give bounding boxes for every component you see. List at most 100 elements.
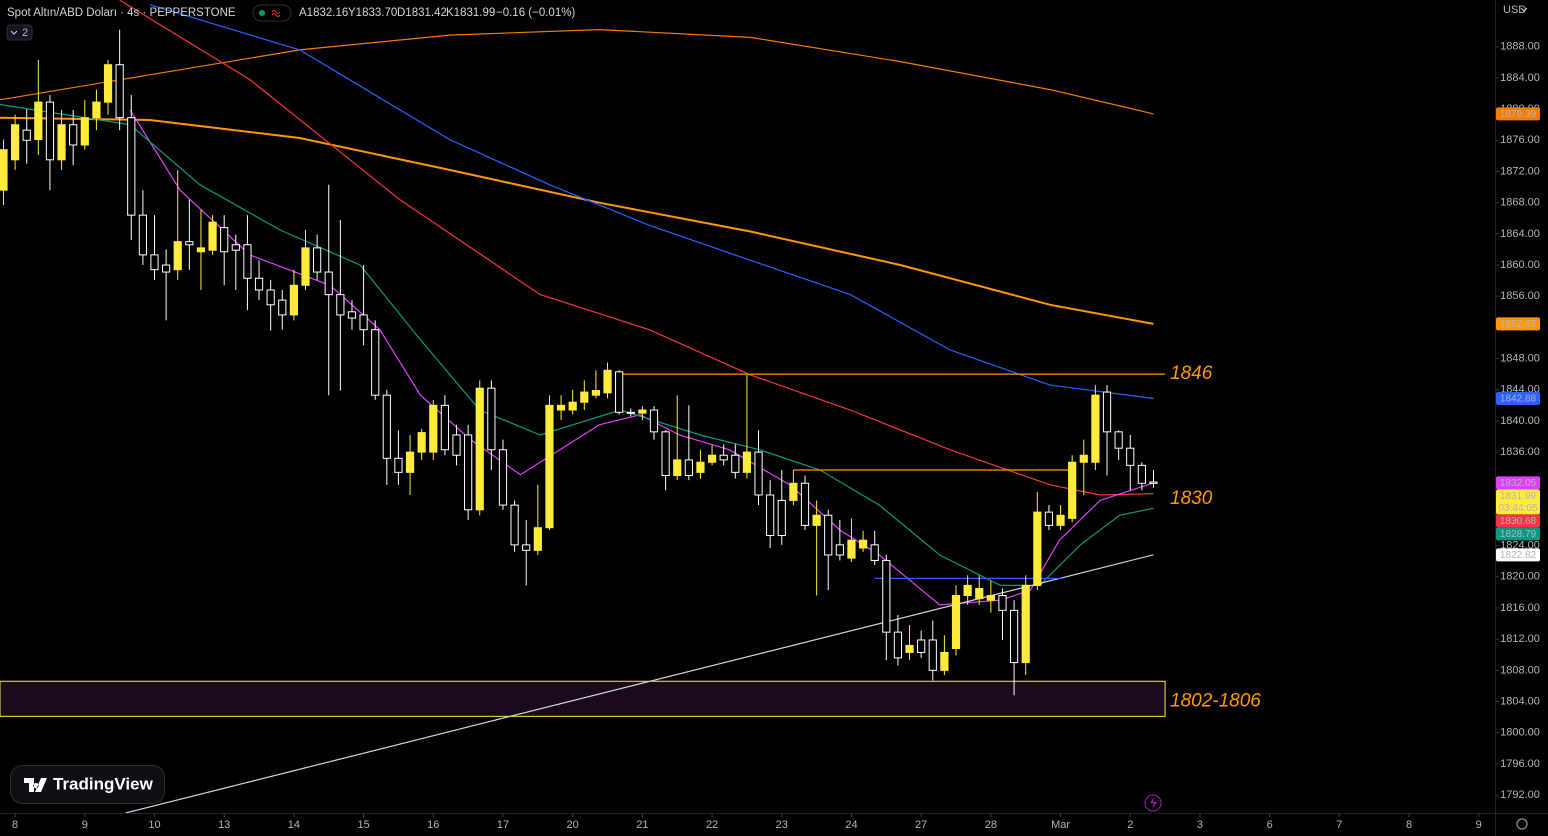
- price-tag: [1496, 317, 1540, 331]
- flash-icon[interactable]: [1144, 794, 1162, 812]
- watermark[interactable]: TradingView: [10, 765, 165, 804]
- candle-body: [1021, 584, 1030, 664]
- candle-body: [673, 459, 682, 476]
- price-tag: [1496, 548, 1540, 562]
- price-tag-label: 1832.05: [1500, 478, 1537, 489]
- candle-body: [847, 539, 856, 559]
- y-tick-label: 1876.00: [1500, 134, 1540, 146]
- candle-body: [429, 404, 438, 453]
- candle-body: [371, 329, 380, 396]
- x-tick-label: 9: [1476, 819, 1482, 831]
- countdown: 03:44:05: [1499, 503, 1538, 514]
- y-tick-label: 1860.00: [1500, 259, 1540, 271]
- watermark-box[interactable]: [10, 765, 165, 804]
- candle-body: [80, 117, 89, 146]
- candle-body: [45, 101, 55, 161]
- candle-body: [92, 101, 101, 119]
- y-tick-label: 1816.00: [1500, 602, 1540, 614]
- candle-body: [382, 394, 391, 459]
- x-tick-label: 2: [1127, 819, 1133, 831]
- x-tick-label: 24: [845, 819, 857, 831]
- candle-body: [545, 404, 554, 529]
- candle-body: [336, 294, 345, 316]
- candle-body: [498, 449, 508, 506]
- candle-body: [638, 409, 647, 414]
- y-tick-label: 1812.00: [1500, 633, 1540, 645]
- candle-body: [568, 401, 577, 411]
- candle-body: [522, 544, 531, 551]
- price-tag-label: 1831.99: [1500, 491, 1537, 502]
- x-tick-label: 21: [636, 819, 648, 831]
- candle-body: [917, 639, 926, 653]
- x-tick-label: 7: [1336, 819, 1342, 831]
- status-icon: [271, 10, 281, 17]
- indicator-count: 2: [22, 27, 28, 39]
- x-tick-label: 14: [288, 819, 300, 831]
- candle-body: [1056, 514, 1065, 526]
- price-tag: [1496, 514, 1540, 528]
- candle-body: [301, 247, 310, 286]
- annotation: 1802-1806: [1170, 691, 1261, 712]
- settings-icon[interactable]: [1516, 818, 1528, 830]
- annotation: 1830: [1170, 488, 1213, 509]
- status-pill: [252, 4, 292, 22]
- legend-close: K1831.99: [446, 7, 495, 19]
- candle-body: [11, 124, 20, 161]
- candle-body: [417, 432, 426, 453]
- x-tick-label: 16: [427, 819, 439, 831]
- indicator-badge[interactable]: [6, 24, 33, 41]
- x-tick-label: 23: [776, 819, 788, 831]
- candle-body: [940, 651, 949, 671]
- candle-body: [0, 149, 8, 191]
- candle-body: [754, 451, 763, 496]
- candle-body: [882, 559, 891, 633]
- candle-body: [789, 482, 798, 501]
- candle-body: [162, 264, 171, 273]
- candle-body: [196, 247, 206, 253]
- y-tick-label: 1804.00: [1500, 695, 1540, 707]
- candle-body: [1079, 454, 1088, 463]
- candle-body: [173, 241, 182, 271]
- candle-body: [719, 454, 728, 461]
- moving-average: [0, 116, 1154, 325]
- flash-glyph: [1150, 797, 1157, 809]
- x-tick-label: Mar: [1051, 819, 1070, 831]
- indicator-toggle[interactable]: 2: [6, 24, 33, 41]
- candle-body: [452, 434, 461, 456]
- candle-body: [185, 241, 194, 246]
- candle-body: [266, 289, 275, 306]
- candle-body: [905, 644, 914, 653]
- y-tick-label: 1820.00: [1500, 571, 1540, 583]
- price-tag-label: 1852.45: [1500, 319, 1537, 330]
- moving-average: [119, 0, 1154, 496]
- x-tick-label: 27: [915, 819, 927, 831]
- candle-body: [731, 454, 740, 473]
- price-tags: 1879.39 1852.45 1842.88 1832.05 1831.9903:44…: [1496, 107, 1540, 562]
- y-tick-label: 1836.00: [1500, 446, 1540, 458]
- candle-body: [684, 459, 693, 476]
- candle-body: [870, 544, 879, 561]
- candle-body: [533, 527, 542, 551]
- candle-body: [661, 431, 670, 476]
- price-tag: [1496, 391, 1540, 405]
- candle-body: [138, 214, 147, 256]
- candle-body: [1137, 464, 1146, 484]
- candle-body: [1114, 431, 1123, 449]
- legend-high: Y1833.70: [348, 7, 397, 19]
- candle-body: [824, 514, 833, 556]
- y-tick-label: 1856.00: [1500, 290, 1540, 302]
- candle-body: [1126, 447, 1135, 466]
- candle-body: [115, 64, 124, 119]
- x-tick-label: 15: [357, 819, 369, 831]
- price-tag: [1496, 527, 1540, 541]
- currency[interactable]: USD: [1503, 4, 1526, 16]
- candle-body: [928, 639, 937, 671]
- candle-body: [405, 451, 415, 473]
- price-tag-label: 1828.79: [1500, 529, 1537, 540]
- candle-body: [220, 227, 229, 253]
- y-tick-label: 1888.00: [1500, 41, 1540, 53]
- candle-body: [69, 124, 78, 146]
- x-tick-label: 20: [567, 819, 579, 831]
- candle-body: [696, 461, 705, 473]
